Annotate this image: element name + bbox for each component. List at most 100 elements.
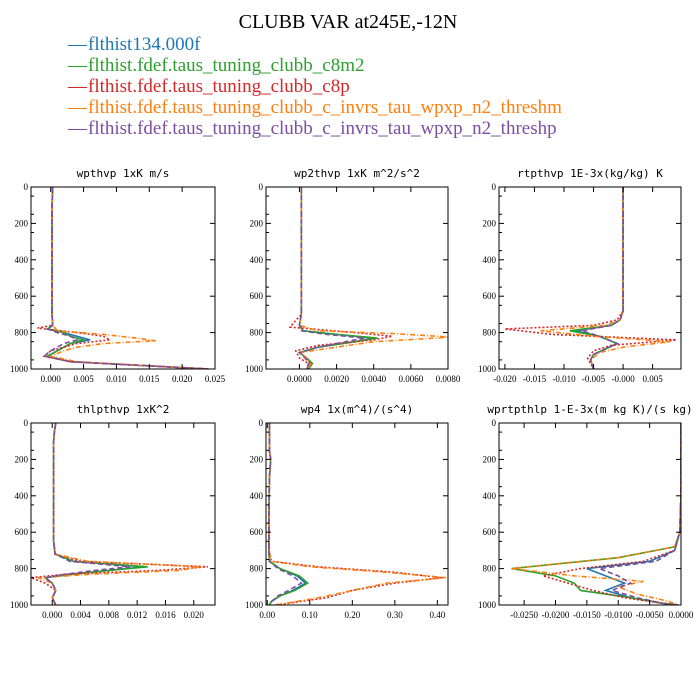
series-group bbox=[504, 187, 677, 369]
x-tick-label: -0.005 bbox=[582, 374, 606, 384]
y-tick-label: 200 bbox=[15, 218, 29, 228]
series-line bbox=[48, 187, 209, 369]
plot-frame bbox=[498, 186, 682, 370]
chart-panel: wpthvp 1xK m/s 0 200 400 600 800 1000 0.000 0.00… bbox=[10, 167, 226, 384]
x-tick-label: 0.020 bbox=[172, 374, 193, 384]
x-tick-label: -0.020 bbox=[493, 374, 517, 384]
y-tick-label: 600 bbox=[250, 527, 264, 537]
series-line bbox=[511, 423, 681, 605]
y-tick-label: 600 bbox=[250, 291, 264, 301]
x-tick-label: 0.016 bbox=[155, 610, 176, 620]
y-tick-label: 800 bbox=[250, 328, 264, 338]
x-tick-label: 0.40 bbox=[429, 610, 445, 620]
x-tick-label: 0.012 bbox=[127, 610, 147, 620]
figure-title: CLUBB VAR at245E,-12N bbox=[239, 11, 458, 33]
y-tick-label: 800 bbox=[483, 328, 497, 338]
series-group bbox=[511, 423, 681, 605]
y-tick-label: 400 bbox=[483, 491, 497, 501]
y-tick-label: 200 bbox=[483, 218, 497, 228]
series-line bbox=[542, 423, 681, 605]
y-tick-label: 1000 bbox=[10, 364, 29, 374]
x-tick-label: 0.0080 bbox=[436, 374, 461, 384]
y-tick-label: 600 bbox=[15, 291, 29, 301]
series-line bbox=[586, 423, 681, 605]
x-tick-label: 0.004 bbox=[70, 610, 91, 620]
x-tick-label: 0.008 bbox=[99, 610, 120, 620]
x-tick-label: -0.010 bbox=[552, 374, 576, 384]
panel-title: wp4 1x(m^4)/(s^4) bbox=[301, 403, 414, 416]
x-tick-label: -0.0100 bbox=[604, 610, 632, 620]
y-tick-label: 1000 bbox=[478, 364, 497, 374]
series-line bbox=[43, 423, 148, 605]
y-tick-label: 1000 bbox=[245, 364, 264, 374]
plot-frame bbox=[30, 422, 216, 606]
series-group bbox=[268, 423, 446, 605]
series-group bbox=[37, 187, 209, 369]
y-tick-label: 200 bbox=[483, 454, 497, 464]
y-tick-label: 0 bbox=[24, 418, 29, 428]
chart-panel: rtpthvp 1E-3x(kg/kg) K02004006008001000-… bbox=[478, 167, 682, 384]
y-tick-label: 400 bbox=[15, 491, 29, 501]
y-tick-label: 600 bbox=[483, 527, 497, 537]
x-tick-label: 0.005 bbox=[643, 374, 664, 384]
legend-item: — flthist.fdef.taus_tuning_clubb_c8p bbox=[67, 76, 350, 97]
y-tick-label: 200 bbox=[250, 454, 264, 464]
legend-label: flthist.fdef.taus_tuning_clubb_c_invrs_t… bbox=[88, 97, 562, 118]
plot-frame bbox=[265, 422, 449, 606]
plot-frame bbox=[265, 186, 449, 370]
chart-panel: wprtpthlp 1-E-3x(m kg K)/(s kg) 0 200 400 60… bbox=[478, 403, 694, 620]
legend-marker: — bbox=[67, 34, 88, 55]
x-tick-label: 0.0040 bbox=[361, 374, 386, 384]
y-tick-label: 0 bbox=[492, 418, 497, 428]
y-tick-label: 800 bbox=[483, 564, 497, 574]
panel-title: wprtpthlp 1-E-3x(m kg K)/(s kg) bbox=[487, 403, 692, 416]
series-line bbox=[297, 187, 378, 369]
panel-title: thlpthvp 1xK^2 bbox=[77, 403, 170, 416]
x-tick-label: 0.005 bbox=[73, 374, 94, 384]
series-line bbox=[504, 187, 677, 369]
series-line bbox=[268, 423, 303, 605]
legend-item: — flthist.fdef.taus_tuning_clubb_c_invrs_… bbox=[67, 97, 562, 118]
legend-label: flthist.fdef.taus_tuning_clubb_c_invrs_t… bbox=[88, 118, 557, 139]
y-tick-label: 400 bbox=[15, 255, 29, 265]
x-tick-label: 0.10 bbox=[302, 610, 318, 620]
y-tick-label: 600 bbox=[483, 291, 497, 301]
series-line bbox=[268, 423, 446, 605]
series-line bbox=[43, 423, 145, 605]
y-tick-label: 400 bbox=[250, 491, 264, 501]
y-tick-label: 200 bbox=[250, 218, 264, 228]
y-tick-label: 800 bbox=[250, 564, 264, 574]
series-line bbox=[37, 187, 209, 369]
series-line bbox=[575, 187, 624, 369]
legend-marker: — bbox=[67, 97, 88, 118]
x-tick-label: 0.0000 bbox=[287, 374, 312, 384]
series-line bbox=[37, 423, 201, 605]
x-tick-label: 0.0060 bbox=[398, 374, 423, 384]
series-line bbox=[297, 187, 365, 369]
x-tick-label: 0.30 bbox=[387, 610, 403, 620]
x-tick-label: 0.015 bbox=[139, 374, 160, 384]
plot-frame bbox=[498, 422, 682, 606]
y-tick-label: 400 bbox=[250, 255, 264, 265]
chart-panel: thlpthvp 1xK^2 0 200 400 600 800 1000 0.000 0.00… bbox=[10, 403, 216, 620]
panel-title: rtpthvp 1E-3x(kg/kg) K bbox=[517, 167, 663, 180]
x-tick-label: 0.025 bbox=[205, 374, 226, 384]
x-tick-label: 0.020 bbox=[184, 610, 205, 620]
legend-marker: — bbox=[67, 55, 88, 76]
legend-marker: — bbox=[67, 76, 88, 97]
y-tick-label: 600 bbox=[15, 527, 29, 537]
x-tick-label: -0.0200 bbox=[542, 610, 570, 620]
x-tick-label: 0.0020 bbox=[324, 374, 349, 384]
x-tick-label: -0.0250 bbox=[510, 610, 538, 620]
series-line bbox=[581, 187, 624, 369]
legend-item: — flthist134.000f bbox=[67, 34, 201, 55]
x-tick-label: 0.010 bbox=[106, 374, 127, 384]
series-group bbox=[288, 187, 448, 369]
series-line bbox=[31, 423, 208, 605]
series-line bbox=[569, 187, 624, 369]
legend-marker: — bbox=[67, 118, 88, 139]
x-tick-label: 0.0000 bbox=[669, 610, 694, 620]
series-line bbox=[288, 187, 393, 369]
